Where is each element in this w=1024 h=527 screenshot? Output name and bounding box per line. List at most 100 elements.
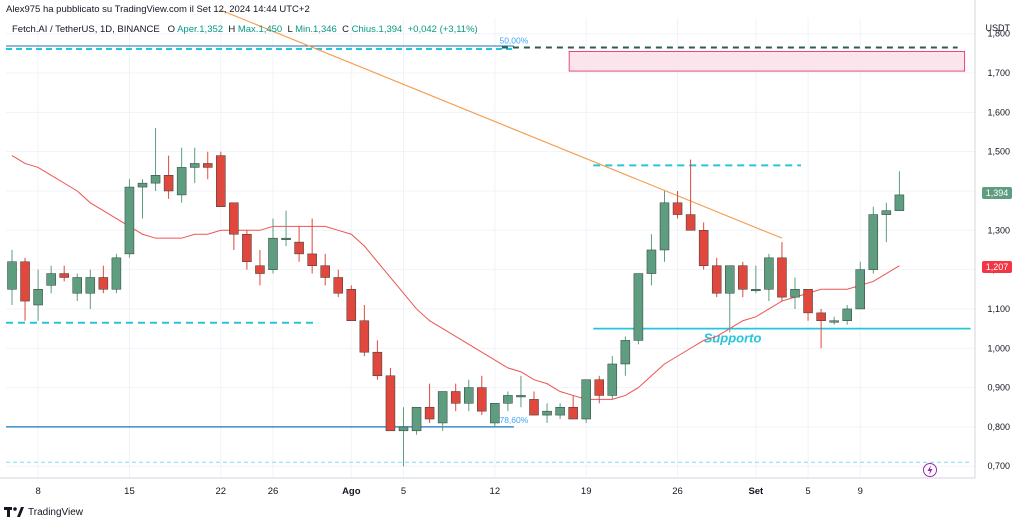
candle (203, 151, 213, 180)
candle-body (568, 406, 578, 420)
y-tick-label: 1,700 (987, 68, 1010, 78)
candle-body (868, 214, 879, 270)
close-value: Chius.1,394 (351, 24, 403, 35)
candle-body (738, 265, 748, 290)
symbol-legend: Fetch.AI / TetherUS, 1D, BINANCE O Aper.… (12, 24, 478, 35)
candle-body (790, 289, 800, 298)
candle-body (685, 214, 696, 231)
candle-body (816, 312, 826, 321)
candle-body (46, 273, 56, 286)
candle-body (450, 391, 461, 404)
low-value: Min.1,346 (295, 24, 337, 35)
lightning-icon (923, 463, 937, 477)
change-value: +0,042 (+3,11%) (407, 24, 478, 35)
candle-body (7, 261, 17, 290)
candle-body (189, 163, 200, 168)
x-tick-label: 8 (35, 486, 40, 497)
x-tick-label: 5 (805, 486, 810, 497)
candle-body (268, 237, 278, 270)
symbol-name[interactable]: Fetch.AI / TetherUS, 1D, BINANCE (12, 24, 160, 35)
candle (385, 367, 396, 432)
candle (777, 242, 787, 302)
candle (33, 269, 43, 321)
ma-price-tag: 1,207 (982, 260, 1012, 273)
candle-body (255, 265, 265, 274)
candle-body (281, 237, 291, 240)
candle (46, 265, 56, 294)
candle-body (411, 406, 422, 432)
y-tick-label: 1,300 (987, 225, 1010, 235)
trendline (220, 9, 783, 239)
y-tick-label: 1,600 (987, 107, 1010, 117)
candle (464, 379, 474, 412)
x-tick-label: 26 (672, 486, 683, 497)
candle-body (490, 403, 500, 424)
high-value: Max.1,450 (237, 24, 283, 35)
candle (725, 265, 735, 333)
candle (698, 222, 709, 270)
x-tick-label: 9 (858, 486, 863, 497)
fib-786-line-label: 78,60% (499, 415, 528, 425)
candle-body (216, 155, 226, 207)
candle (359, 305, 370, 357)
candle-body (385, 375, 396, 432)
candle (816, 308, 826, 349)
candle-body (464, 387, 474, 404)
candle (163, 155, 174, 199)
candle-body (176, 167, 187, 196)
candle-body (894, 194, 905, 211)
candle-body (803, 289, 813, 314)
candle-body (124, 186, 135, 255)
candle (20, 257, 30, 321)
candle-body (855, 269, 865, 310)
candle-body (320, 265, 330, 278)
y-tick-label: 0,800 (987, 422, 1010, 432)
candle-body (725, 265, 735, 294)
candle-body (85, 277, 96, 294)
tradingview-label: TradingView (28, 506, 84, 518)
tradingview-logo-icon (4, 507, 24, 517)
candle (803, 289, 813, 321)
candle (176, 147, 187, 203)
candle-body (594, 379, 604, 396)
candle (411, 406, 422, 435)
candle (294, 226, 304, 262)
candle (450, 383, 461, 412)
candle (685, 159, 696, 231)
x-tick-label: 19 (581, 486, 592, 497)
candle-body (150, 175, 161, 184)
moving-average-line (11, 155, 900, 400)
candle-body (477, 387, 487, 412)
y-tick-label: 1,000 (987, 343, 1010, 353)
tradingview-brand[interactable]: TradingView (4, 506, 83, 518)
candle (255, 249, 265, 286)
candle-body (359, 320, 370, 353)
candle-body (294, 241, 304, 255)
candle (855, 261, 865, 310)
candle (672, 190, 683, 219)
fib-50-line-label: 50,00% (499, 35, 528, 45)
x-tick-label: Set (748, 486, 764, 497)
candle (829, 316, 839, 325)
candle (842, 305, 852, 325)
x-tick-label: 22 (216, 486, 227, 497)
candle (189, 147, 200, 184)
candle (124, 179, 135, 258)
candle (581, 379, 591, 423)
candle (281, 210, 291, 247)
y-tick-label: 1,800 (987, 29, 1010, 39)
candle (268, 218, 278, 274)
candle (542, 403, 552, 423)
candle (59, 265, 69, 282)
candle-body (503, 395, 513, 404)
candle (738, 261, 748, 298)
candle (85, 269, 96, 309)
candle (894, 171, 905, 211)
y-tick-label: 0,900 (987, 383, 1010, 393)
candle (98, 265, 109, 294)
candle-body (137, 182, 148, 188)
y-axis-unit: USDT (986, 23, 1011, 33)
open-value: Aper.1,352 (177, 24, 224, 35)
candle-body (751, 289, 761, 292)
candle (881, 202, 892, 243)
